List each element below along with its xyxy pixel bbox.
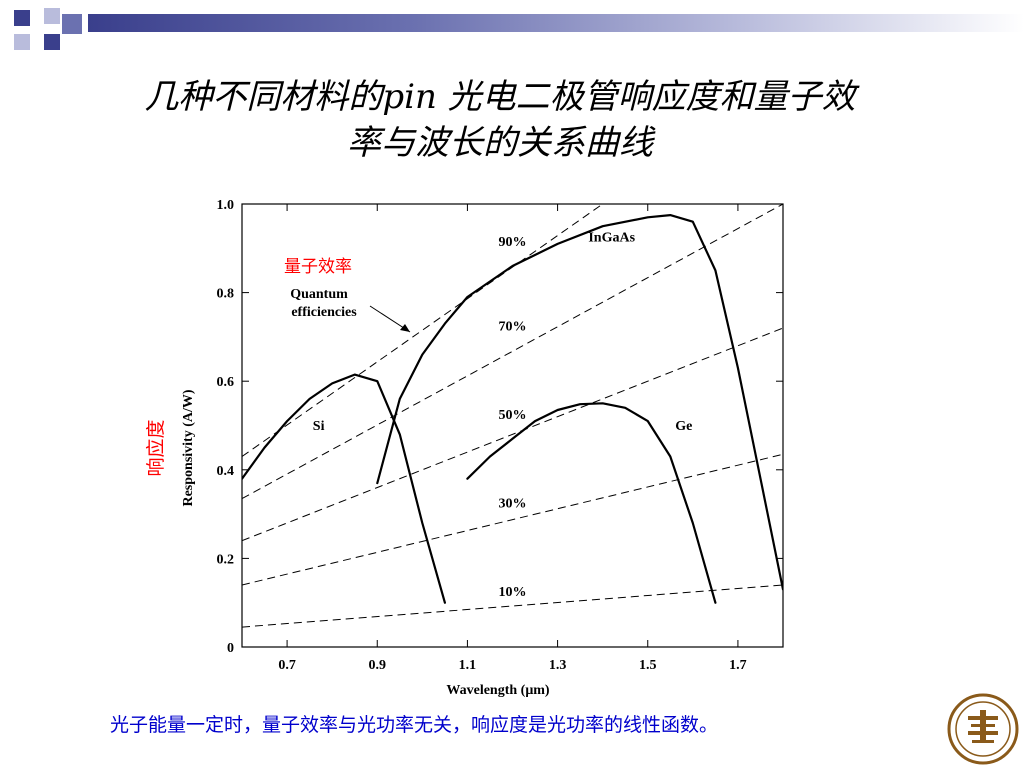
x-tick-label: 1.3 [549, 658, 567, 673]
slide-title-line2: 率与波长的关系曲线 [347, 123, 653, 163]
corner-square-dark-2 [44, 34, 60, 50]
series-label: Si [313, 419, 325, 434]
x-tick-label: 1.7 [729, 658, 747, 673]
efficiency-line [242, 204, 603, 457]
university-seal-icon [947, 693, 1019, 765]
efficiency-label: 10% [499, 585, 527, 600]
y-tick-label: 0 [227, 641, 234, 656]
x-tick-label: 0.7 [278, 658, 296, 673]
efficiency-label: 70% [499, 319, 527, 334]
x-tick-label: 1.1 [459, 658, 477, 673]
y-axis-label-cn: 响应度 [145, 419, 167, 476]
series-label: InGaAs [588, 231, 635, 246]
efficiency-line [242, 327, 783, 542]
x-tick-label: 1.5 [639, 658, 657, 673]
corner-square-mid [62, 14, 82, 34]
series-line-si [242, 373, 446, 604]
series-line-ingaas [376, 214, 783, 591]
plot-area: 0 0.2 0.4 0.6 0.8 1.0 0.7 0.9 1.1 1.3 1.5 1.7 10% 30%… [217, 198, 784, 673]
annotation-cn: 量子效率 [284, 257, 352, 277]
series-label: Ge [675, 419, 692, 434]
y-tick-label: 0.4 [217, 464, 235, 479]
efficiency-line [242, 204, 783, 500]
corner-square-dark-1 [14, 10, 30, 26]
plot-frame [241, 203, 784, 648]
header-gradient-band [88, 14, 1024, 32]
series-line-ge [466, 402, 717, 604]
efficiency-label: 50% [499, 408, 527, 423]
annotation-arrow-head [400, 324, 410, 332]
responsivity-chart: 0 0.2 0.4 0.6 0.8 1.0 0.7 0.9 1.1 1.3 1.5 1.7 10% 30%… [145, 198, 784, 698]
y-axis-label: Responsivity (A/W) [181, 389, 196, 506]
corner-square-light-1 [44, 8, 60, 24]
slide-title-line1: 几种不同材料的pin 光电二极管响应度和量子效 [144, 77, 856, 117]
x-axis-label: Wavelength (μm) [446, 683, 550, 698]
y-tick-label: 0.8 [217, 287, 235, 302]
efficiency-line [242, 453, 783, 586]
annotation-en-line2: efficiencies [291, 305, 357, 320]
annotation-en-line1: Quantum [290, 287, 348, 302]
efficiency-label: 30% [499, 496, 527, 511]
y-tick-label: 1.0 [217, 198, 235, 213]
slide-title: 几种不同材料的pin 光电二极管响应度和量子效 率与波长的关系曲线 [60, 74, 940, 166]
x-tick-label: 0.9 [369, 658, 387, 673]
caption-text: 光子能量一定时，量子效率与光功率无关，响应度是光功率的线性函数。 [110, 714, 719, 736]
efficiency-label: 90% [499, 235, 527, 250]
corner-square-light-2 [14, 34, 30, 50]
y-tick-label: 0.6 [217, 375, 235, 390]
y-tick-label: 0.2 [217, 552, 235, 567]
